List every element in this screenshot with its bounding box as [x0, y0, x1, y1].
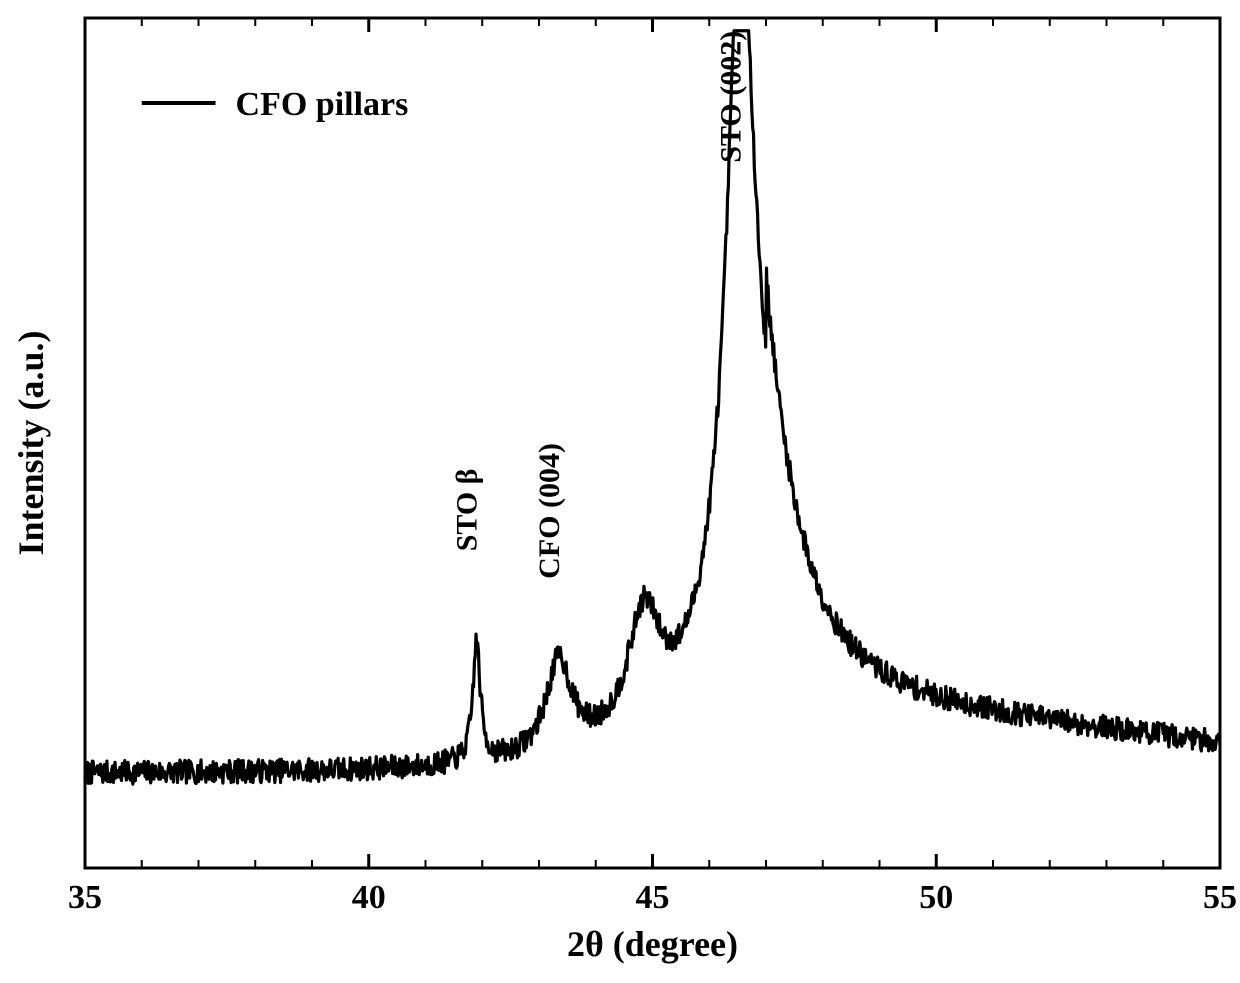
legend: CFO pillars	[142, 86, 409, 123]
plot-border	[85, 18, 1220, 868]
peak-label: STO β	[451, 469, 484, 552]
x-tick-label: 35	[68, 879, 102, 916]
xrd-chart: 3540455055 CFO pillars STO βCFO (004)STO…	[0, 0, 1240, 983]
x-tick-label: 45	[636, 879, 670, 916]
axis-ticks	[85, 18, 1220, 868]
x-tick-label: 55	[1203, 879, 1237, 916]
peak-label: STO (002)	[714, 31, 747, 163]
x-tick-label: 40	[352, 879, 386, 916]
legend-text: CFO pillars	[236, 86, 409, 123]
chart-svg: 3540455055 CFO pillars STO βCFO (004)STO…	[0, 0, 1240, 983]
peak-label: CFO (004)	[533, 443, 566, 579]
y-axis-label: Intensity (a.u.)	[11, 330, 51, 555]
x-tick-labels: 35 40 45 50 55	[68, 879, 1237, 916]
peak-labels: STO β CFO (004) STO (002)	[451, 31, 748, 579]
x-tick-label: 50	[919, 879, 953, 916]
xrd-spectrum-line	[85, 31, 1220, 784]
x-axis-label: 2θ (degree)	[567, 924, 738, 964]
